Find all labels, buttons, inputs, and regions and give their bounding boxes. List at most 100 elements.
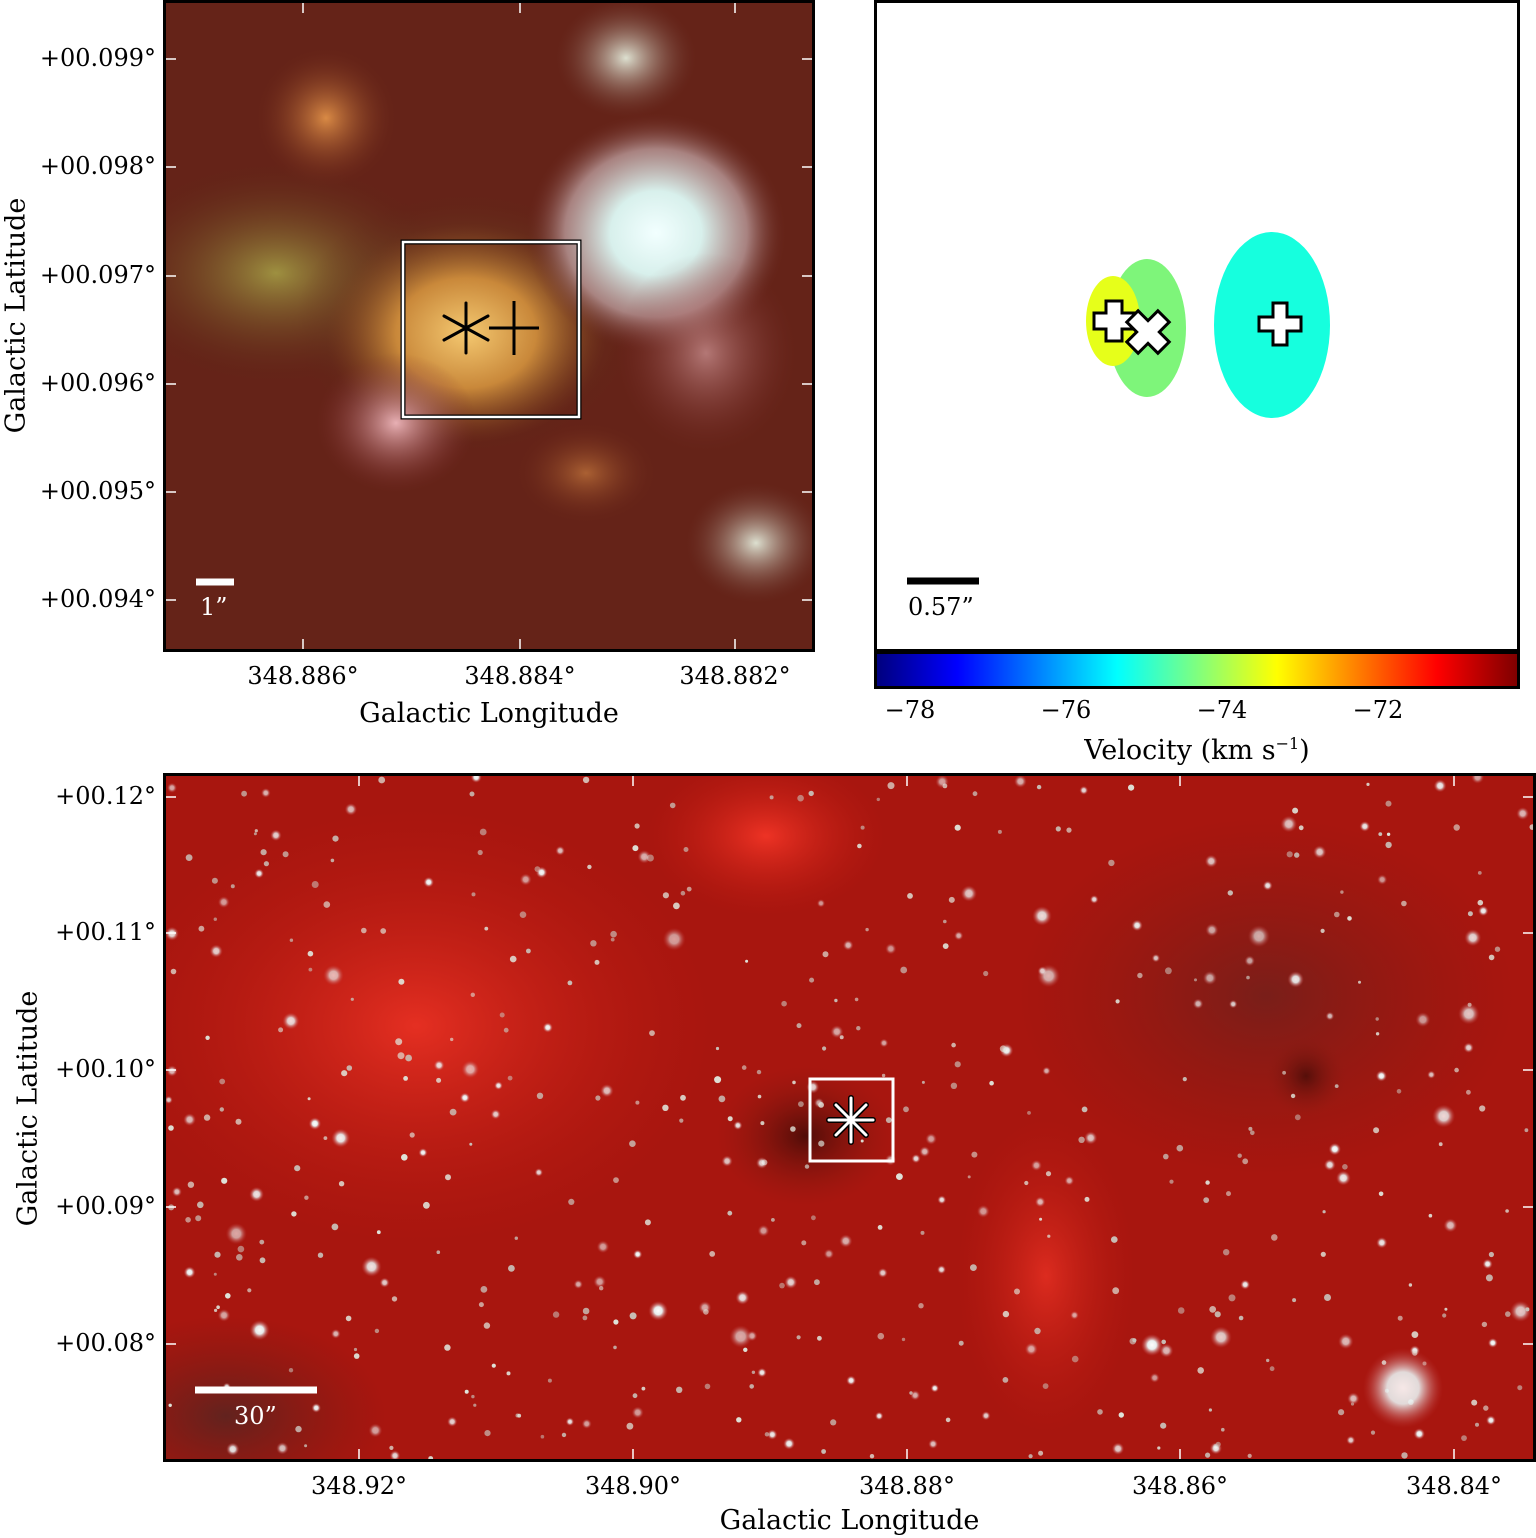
star xyxy=(680,1094,686,1101)
star xyxy=(508,1265,515,1272)
star xyxy=(213,1272,217,1276)
star xyxy=(236,1254,243,1261)
star xyxy=(1485,1274,1493,1282)
star xyxy=(709,1251,716,1257)
star xyxy=(403,1076,408,1081)
star xyxy=(1366,782,1370,786)
star xyxy=(856,1026,861,1031)
star xyxy=(1346,1435,1356,1445)
star xyxy=(903,1106,909,1113)
star xyxy=(534,1168,543,1177)
star xyxy=(1205,1180,1210,1185)
tick-label: 348.90° xyxy=(585,1472,681,1500)
star xyxy=(469,1142,473,1146)
star xyxy=(282,1012,300,1030)
star xyxy=(928,1439,938,1449)
star xyxy=(1464,929,1482,947)
star xyxy=(811,1215,816,1221)
star xyxy=(368,1423,383,1438)
star xyxy=(937,1265,946,1275)
star xyxy=(1197,1367,1204,1374)
colorbar-label: Velocity (km s−1) xyxy=(1084,734,1310,766)
star xyxy=(839,1234,853,1248)
star xyxy=(1488,954,1495,961)
plus-marker-icon xyxy=(1092,299,1136,343)
star xyxy=(168,1403,172,1407)
star xyxy=(751,1370,756,1374)
star xyxy=(960,885,978,902)
star xyxy=(830,1025,844,1039)
star xyxy=(1477,871,1482,875)
star xyxy=(1482,1258,1493,1270)
star xyxy=(1320,1251,1326,1257)
star xyxy=(195,1215,202,1222)
star xyxy=(503,1027,509,1033)
star xyxy=(760,1121,765,1126)
star xyxy=(632,1393,638,1399)
star xyxy=(1505,1311,1511,1317)
star xyxy=(1027,1111,1031,1115)
star xyxy=(409,1132,415,1138)
star xyxy=(461,1060,480,1079)
star xyxy=(767,1429,778,1440)
star xyxy=(1202,971,1217,985)
star xyxy=(1002,1310,1010,1318)
star xyxy=(1271,1234,1278,1241)
star xyxy=(331,1223,339,1231)
star xyxy=(582,776,590,784)
star xyxy=(1481,1321,1488,1328)
velocity-map xyxy=(877,3,1517,649)
star xyxy=(397,1052,405,1060)
star xyxy=(361,1256,382,1277)
star xyxy=(198,925,205,932)
star xyxy=(721,1155,733,1167)
star xyxy=(217,896,230,908)
star xyxy=(183,1266,196,1279)
tick-label: +00.08° xyxy=(55,1329,156,1357)
star xyxy=(1454,1067,1459,1073)
star xyxy=(1132,1338,1137,1343)
star xyxy=(951,1042,956,1048)
star xyxy=(1443,1218,1458,1233)
star xyxy=(1294,1114,1301,1121)
star xyxy=(1066,827,1072,833)
star xyxy=(1334,1084,1339,1088)
star xyxy=(1149,1372,1160,1383)
star xyxy=(480,1286,488,1293)
star xyxy=(259,1239,265,1245)
star xyxy=(1471,776,1485,784)
zoom-image xyxy=(166,3,812,649)
star xyxy=(581,1418,592,1429)
star xyxy=(1336,1170,1351,1186)
star xyxy=(379,1277,390,1288)
star xyxy=(822,1046,827,1051)
star xyxy=(197,1201,204,1209)
star xyxy=(971,1151,978,1158)
star xyxy=(1203,1197,1210,1203)
star xyxy=(757,1367,767,1378)
star xyxy=(1055,826,1061,832)
star xyxy=(219,1078,226,1085)
star xyxy=(217,1309,231,1322)
star xyxy=(1529,824,1533,830)
star xyxy=(1282,1070,1286,1075)
star xyxy=(183,1113,196,1126)
star xyxy=(816,899,826,908)
star xyxy=(1250,1130,1255,1136)
tick-label: +00.12° xyxy=(55,782,156,810)
star xyxy=(599,1286,604,1291)
star xyxy=(331,1128,351,1148)
star xyxy=(1269,1366,1275,1372)
star xyxy=(317,1252,324,1258)
star xyxy=(1064,1175,1075,1186)
tick-label: +00.09° xyxy=(55,1192,156,1220)
star xyxy=(483,1322,491,1329)
star xyxy=(1375,1032,1380,1036)
star xyxy=(1461,1435,1467,1441)
asterisk-marker-icon xyxy=(442,301,490,355)
star xyxy=(1240,1279,1251,1290)
star xyxy=(595,1095,601,1101)
star xyxy=(718,1095,726,1103)
star xyxy=(749,1384,754,1389)
star xyxy=(981,1411,991,1421)
